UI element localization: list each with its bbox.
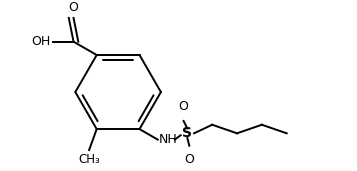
Text: S: S	[182, 126, 192, 140]
Text: CH₃: CH₃	[78, 153, 100, 166]
Text: O: O	[184, 153, 194, 166]
Text: O: O	[68, 1, 78, 14]
Text: OH: OH	[31, 35, 51, 48]
Text: NH: NH	[159, 133, 177, 146]
Text: O: O	[178, 100, 188, 113]
